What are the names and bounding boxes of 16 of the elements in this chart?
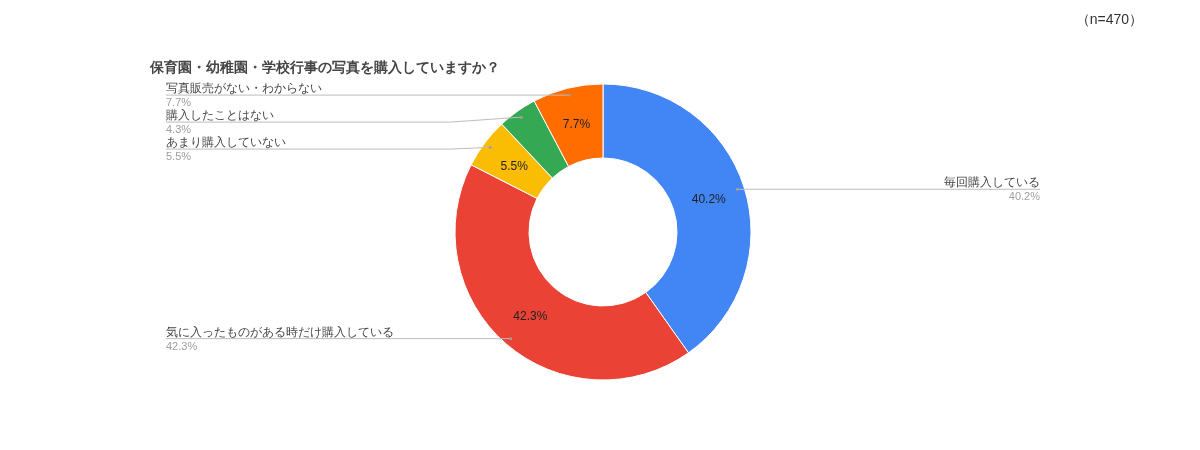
- chart-title: 保育園・幼稚園・学校行事の写真を購入していますか？: [149, 59, 500, 75]
- data-label: 42.3%: [513, 309, 548, 324]
- text: 42.3%: [166, 339, 198, 352]
- slice-label: 写真販売がない・わからない: [166, 81, 322, 96]
- text: 5.5%: [166, 150, 192, 163]
- text: 7.7%: [166, 96, 192, 109]
- data-label: 4.3%: [166, 123, 192, 136]
- text: （n=470）: [1075, 11, 1143, 27]
- slice-label: 毎回購入している: [944, 175, 1040, 190]
- data-label: 7.7%: [562, 117, 591, 132]
- slice-label: あまり購入していない: [166, 135, 286, 150]
- data-label: 40.2%: [691, 191, 727, 206]
- slice-label: 気に入ったものがある時だけ購入している: [166, 324, 394, 339]
- slice-label: 購入したことはない: [166, 108, 274, 123]
- data-label: 5.5%: [500, 158, 529, 173]
- text: 40.2%: [1008, 190, 1040, 203]
